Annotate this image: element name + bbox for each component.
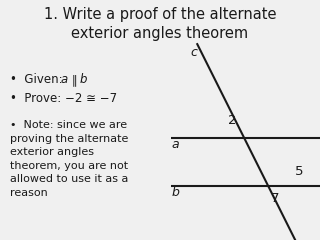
Text: 2: 2 bbox=[228, 114, 236, 126]
Text: 7: 7 bbox=[271, 192, 279, 204]
Text: b: b bbox=[172, 186, 179, 198]
Text: •  Prove: −2 ≅ −7: • Prove: −2 ≅ −7 bbox=[10, 92, 117, 105]
Text: 1. Write a proof of the alternate
exterior angles theorem: 1. Write a proof of the alternate exteri… bbox=[44, 7, 276, 42]
Text: ∥: ∥ bbox=[68, 73, 81, 86]
Text: 5: 5 bbox=[295, 165, 303, 178]
Text: •  Note: since we are
proving the alternate
exterior angles
theorem, you are not: • Note: since we are proving the alterna… bbox=[10, 120, 128, 198]
Text: b: b bbox=[79, 73, 87, 86]
Text: a: a bbox=[172, 138, 179, 150]
Text: c: c bbox=[190, 46, 197, 59]
Text: •  Given:: • Given: bbox=[10, 73, 66, 86]
Text: a: a bbox=[60, 73, 68, 86]
